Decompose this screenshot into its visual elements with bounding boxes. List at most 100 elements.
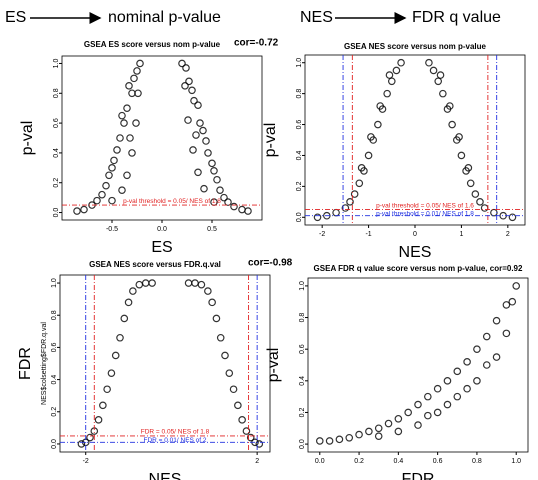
point [188, 86, 196, 95]
point [464, 164, 473, 172]
point [238, 416, 246, 424]
point [194, 101, 202, 110]
point [105, 171, 113, 180]
point [508, 213, 517, 222]
plot-frame [59, 274, 271, 453]
point [216, 333, 225, 342]
y-axis-label: p-val [19, 121, 36, 156]
point [376, 102, 384, 110]
plot-frame [307, 277, 529, 453]
y-tick-label: 0.8 [53, 88, 60, 98]
y-tick-label: 1.0 [299, 281, 306, 291]
point [436, 71, 445, 79]
point [229, 385, 238, 394]
point [335, 435, 344, 444]
point [190, 96, 198, 105]
point [120, 119, 128, 127]
y-axis-sublabel: NES$colsetting$FDR.q.val [41, 322, 48, 405]
y-tick-label: 0.8 [51, 310, 58, 320]
point [126, 134, 134, 142]
point [230, 202, 238, 211]
point [213, 175, 221, 184]
point [102, 181, 110, 190]
point [346, 198, 354, 206]
point [466, 179, 475, 188]
point [473, 377, 481, 385]
x-tick-label: 0.0 [157, 226, 167, 233]
point [111, 351, 120, 360]
threshold-label: FDR = 0.05/ NES of 1.8 [141, 429, 210, 436]
point [182, 64, 190, 72]
point [414, 400, 422, 409]
point [123, 104, 131, 112]
point [118, 111, 126, 120]
x-tick-label: 0.5 [207, 226, 217, 233]
point [141, 279, 150, 287]
point [107, 369, 116, 377]
point [443, 377, 452, 385]
header-left: ES [5, 9, 26, 26]
point [313, 213, 322, 222]
point [471, 190, 480, 198]
x-tick-label: -2 [83, 458, 89, 465]
plot-frame [61, 55, 263, 221]
point [473, 345, 481, 353]
x-tick-label: 2 [255, 458, 259, 465]
point [463, 384, 471, 393]
point [453, 392, 462, 401]
y-tick-label: 0.0 [299, 439, 306, 449]
point [242, 427, 251, 435]
point [490, 208, 498, 217]
y-tick-label: 1.0 [51, 278, 58, 288]
point [73, 207, 81, 215]
point [355, 179, 364, 188]
y-tick-label: 0.0 [53, 208, 60, 218]
point [443, 400, 452, 409]
point [394, 414, 403, 423]
y-tick-label: 0.2 [296, 181, 303, 191]
point [492, 316, 501, 325]
point [385, 71, 394, 79]
point [394, 427, 403, 436]
plot-title: GSEA NES score versus FDR.q.val [89, 260, 221, 269]
y-tick-label: 1.0 [296, 58, 303, 68]
y-axis-label: p-val [265, 348, 282, 383]
point [113, 146, 121, 154]
point [204, 149, 212, 157]
y-tick-label: 0.8 [299, 313, 306, 323]
point [365, 427, 373, 436]
point [208, 159, 216, 168]
point [424, 411, 432, 420]
point [429, 66, 438, 75]
point [341, 204, 350, 212]
x-axis-label: FDR [402, 471, 435, 480]
point [367, 133, 375, 141]
y-tick-label: 0.0 [296, 212, 303, 222]
point [108, 164, 116, 172]
point [210, 167, 218, 175]
point [116, 134, 124, 142]
point [123, 171, 131, 180]
header-right: FDR q value [412, 9, 501, 26]
y-tick-label: 0.6 [296, 120, 303, 130]
point [387, 77, 396, 86]
point [118, 186, 126, 194]
point [476, 198, 484, 206]
y-tick-label: 0.8 [296, 89, 303, 99]
point [482, 332, 491, 341]
point [130, 74, 138, 83]
point [455, 133, 463, 141]
x-tick-label: 2 [506, 231, 510, 238]
point [132, 119, 140, 127]
point [124, 298, 133, 307]
x-axis-label: NES [399, 244, 432, 261]
point [392, 66, 401, 75]
point [345, 433, 354, 442]
point [404, 408, 412, 417]
plot-title: GSEA NES score versus nom p-value [344, 42, 487, 51]
y-tick-label: 0.4 [296, 150, 303, 160]
point [508, 297, 517, 306]
point [433, 408, 442, 417]
x-tick-label: -2 [319, 231, 325, 238]
point [194, 168, 202, 177]
